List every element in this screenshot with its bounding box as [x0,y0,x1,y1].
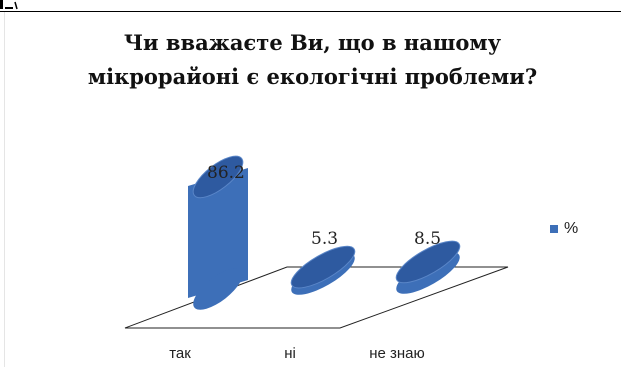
bar-2: 8.5 не знаю [369,229,461,362]
data-label-2: 8.5 [414,229,441,249]
bar-1: 5.3 ні [284,229,356,362]
chart-title-line-1: Чи вважаєте Ви, що в нашому [123,30,502,55]
bar-body-0 [188,167,248,298]
bar-0: 86.2 так [169,155,248,362]
left-edge [4,12,5,367]
top-rule [0,11,621,12]
category-label-2: не знаю [369,345,425,362]
bar-base-0 [193,268,243,310]
category-label-1: ні [284,345,296,362]
legend-label: % [564,220,579,237]
header-fragment [0,0,20,11]
category-label-0: так [169,345,191,362]
bar-top-0 [192,155,244,199]
chart-title-line-2: мікрорайоні є екологічні проблеми? [87,64,538,89]
chart-title: Чи вважаєте Ви, що в нашому мікрорайоні … [60,26,565,94]
header-fragment-glyphs [0,0,18,10]
data-label-0: 86.2 [207,163,245,183]
legend-swatch [550,225,558,233]
bar-top-1 [290,245,356,289]
legend: % [550,220,578,238]
bar-top-2 [395,240,461,284]
data-label-1: 5.3 [311,229,338,249]
